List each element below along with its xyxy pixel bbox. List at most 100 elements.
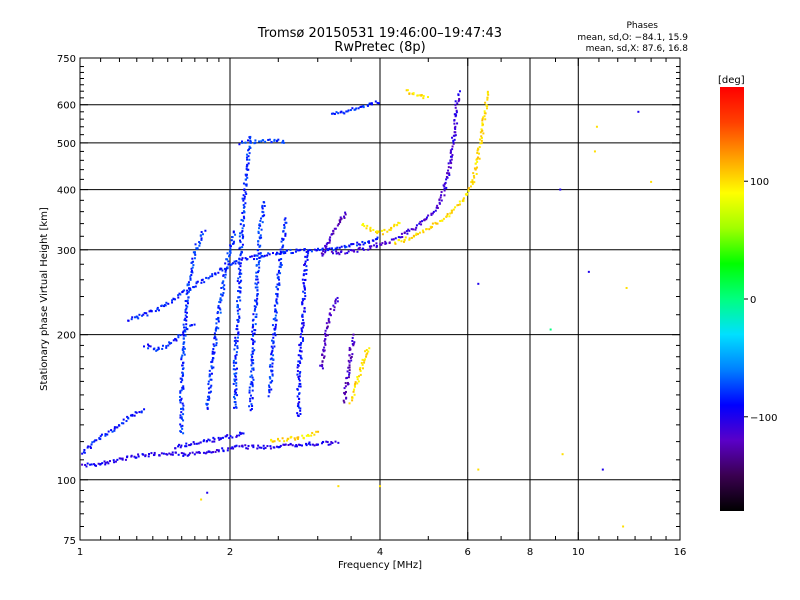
colorbar-tick-label: −100 <box>750 413 777 424</box>
data-point <box>302 321 305 324</box>
data-point <box>211 273 214 276</box>
data-point <box>269 447 272 450</box>
data-point <box>245 447 248 450</box>
data-point <box>481 129 484 132</box>
data-point <box>317 430 320 433</box>
data-point <box>238 315 241 318</box>
data-point <box>233 378 236 381</box>
data-point <box>419 94 422 97</box>
data-point <box>298 379 301 382</box>
data-point <box>249 409 252 412</box>
data-point <box>353 341 356 344</box>
data-point <box>380 229 383 232</box>
data-point <box>484 101 487 104</box>
data-point <box>335 111 338 114</box>
data-point <box>405 89 408 92</box>
data-point <box>383 228 386 231</box>
data-point <box>415 224 418 227</box>
data-point <box>483 110 486 113</box>
data-point <box>240 231 243 234</box>
data-point <box>278 269 281 272</box>
data-point <box>462 198 465 201</box>
data-point <box>380 243 383 246</box>
data-point <box>237 332 240 335</box>
data-point <box>255 271 258 274</box>
y-tick-label: 500 <box>57 139 76 150</box>
data-point <box>257 240 260 243</box>
data-point <box>352 243 355 246</box>
data-point <box>168 341 171 344</box>
data-point <box>561 453 564 456</box>
data-point <box>279 266 282 269</box>
data-point <box>301 301 304 304</box>
data-point <box>275 299 278 302</box>
data-point <box>352 344 355 347</box>
data-point <box>257 263 260 266</box>
data-point <box>242 224 245 227</box>
data-point <box>336 296 339 299</box>
data-point <box>174 338 177 341</box>
data-point <box>244 444 247 447</box>
data-point <box>237 296 240 299</box>
data-point <box>266 254 269 257</box>
data-point <box>250 370 253 373</box>
data-point <box>280 264 283 267</box>
data-point <box>182 452 185 455</box>
data-point <box>144 454 147 457</box>
data-point <box>348 346 351 349</box>
data-point <box>191 451 194 454</box>
data-point <box>196 247 199 250</box>
data-point <box>321 367 324 370</box>
data-point <box>256 294 259 297</box>
data-point <box>297 377 300 380</box>
data-point <box>373 244 376 247</box>
data-point <box>302 274 305 277</box>
data-point <box>256 249 259 252</box>
data-point <box>208 397 211 400</box>
chart-title: Tromsø 20150531 19:46:00–19:47:43 <box>257 26 503 41</box>
data-point <box>182 413 185 416</box>
data-point <box>301 322 304 325</box>
data-point <box>143 345 146 348</box>
data-point <box>280 240 283 243</box>
data-point <box>296 412 299 415</box>
data-point <box>275 445 278 448</box>
data-point <box>188 452 191 455</box>
data-point <box>233 397 236 400</box>
data-point <box>415 232 418 235</box>
data-point <box>282 252 285 255</box>
data-point <box>306 256 309 259</box>
data-point <box>238 282 241 285</box>
data-point <box>179 334 182 337</box>
data-point <box>213 332 216 335</box>
data-point <box>261 139 264 142</box>
data-point <box>239 241 242 244</box>
data-point <box>184 314 187 317</box>
data-point <box>171 451 174 454</box>
data-point <box>353 388 356 391</box>
data-point <box>259 219 262 222</box>
data-point <box>276 294 279 297</box>
data-point <box>481 122 484 125</box>
data-point <box>236 280 239 283</box>
data-point <box>166 453 169 456</box>
data-point <box>238 316 241 319</box>
data-point <box>363 359 366 362</box>
data-point <box>283 250 286 253</box>
data-point <box>298 406 301 409</box>
data-point <box>235 260 238 263</box>
data-point <box>305 251 308 254</box>
data-point <box>267 138 270 141</box>
data-point <box>161 347 164 350</box>
data-point <box>244 178 247 181</box>
colorbar-tick-label: 0 <box>750 295 756 306</box>
data-point <box>239 239 242 242</box>
data-point <box>180 417 183 420</box>
data-point <box>305 434 308 437</box>
data-point <box>255 278 258 281</box>
data-point <box>238 257 241 260</box>
data-point <box>262 444 265 447</box>
data-point <box>272 341 275 344</box>
data-point <box>198 244 201 247</box>
phases-o-stats: mean, sd,O: −84.1, 15.9 <box>577 33 688 43</box>
